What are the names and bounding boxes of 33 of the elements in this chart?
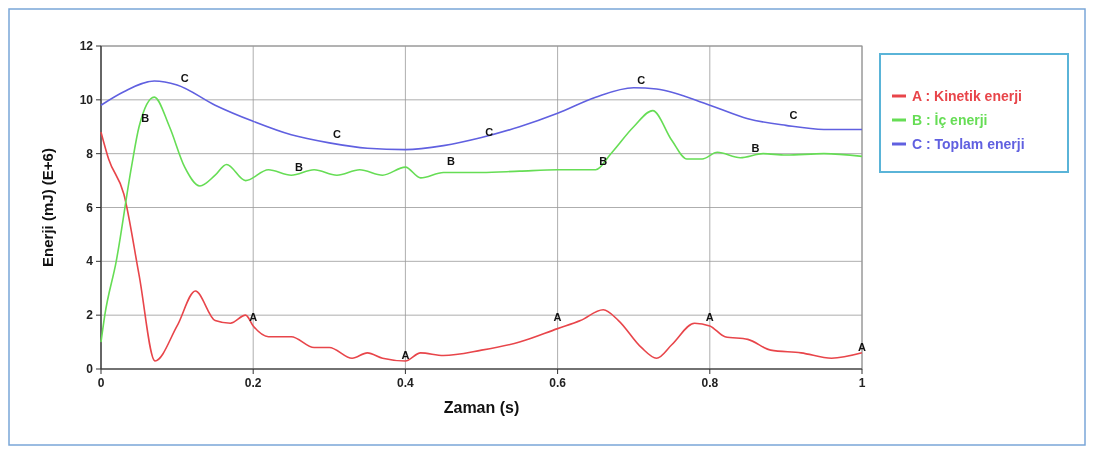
y-axis-title: Enerji (mJ) (E+6) — [39, 148, 56, 267]
annotation: A — [553, 311, 562, 324]
annotation: B — [447, 155, 456, 168]
annotation: B — [141, 112, 150, 125]
legend-label: C : Toplam enerji — [912, 136, 1025, 152]
legend-label: B : İç enerji — [912, 112, 988, 128]
annotation: A — [401, 348, 410, 361]
y-tick-label: 12 — [79, 39, 94, 53]
y-tick-label: 6 — [86, 200, 94, 215]
y-tick-label: 8 — [86, 146, 94, 161]
annotation: B — [751, 141, 760, 154]
x-tick-label: 1 — [858, 376, 866, 390]
annotation: B — [294, 160, 303, 173]
x-tick-label: 0.4 — [397, 376, 415, 390]
annotation: A — [249, 311, 258, 324]
y-tick-label: 0 — [86, 362, 94, 376]
annotation: A — [705, 311, 714, 324]
annotation: A — [858, 340, 867, 353]
y-tick-label: 2 — [86, 308, 94, 323]
line-series — [100, 96, 863, 343]
annotation: C — [637, 74, 646, 87]
x-tick-label: 0.8 — [701, 376, 719, 390]
y-tick-label: 4 — [86, 254, 94, 269]
annotation: C — [485, 125, 494, 138]
annotation: C — [180, 71, 189, 84]
x-axis-title: Zaman (s) — [443, 399, 520, 416]
x-tick-label: 0 — [97, 376, 105, 390]
x-tick-label: 0.6 — [549, 376, 567, 390]
y-tick-label: 10 — [79, 92, 94, 107]
annotation: C — [332, 128, 341, 141]
x-tick-label: 0.2 — [244, 376, 262, 390]
annotation: C — [789, 109, 798, 122]
legend-label: A : Kinetik enerji — [912, 88, 1022, 104]
